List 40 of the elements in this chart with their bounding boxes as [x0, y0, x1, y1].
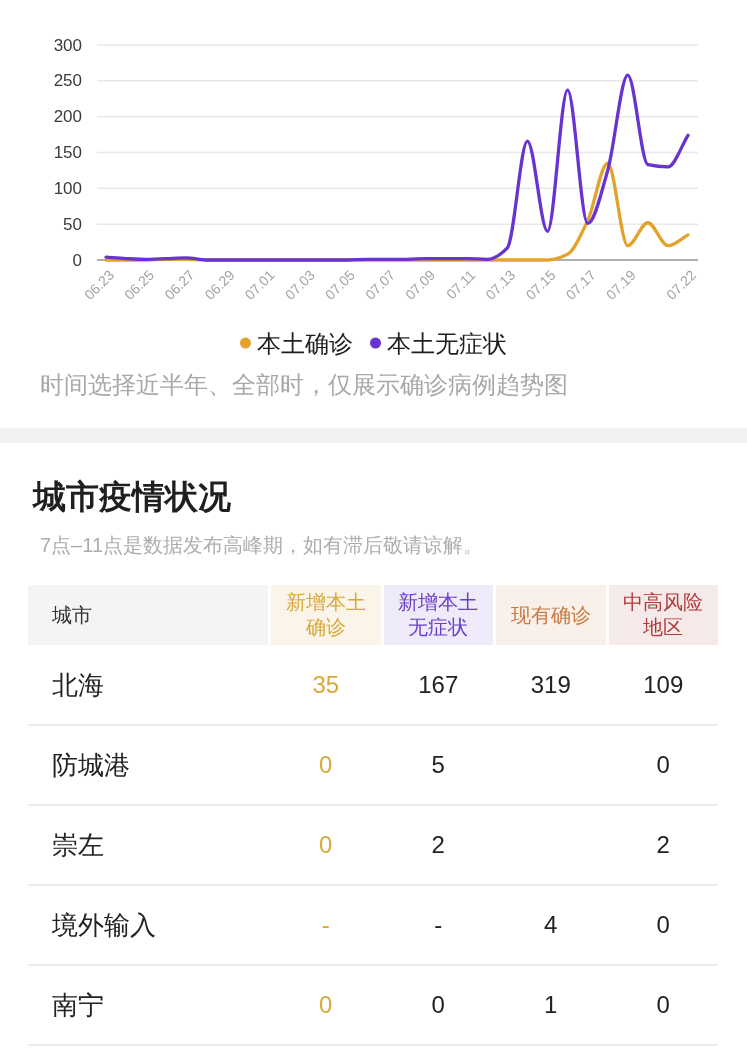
legend-label: 本土无症状 — [387, 329, 507, 357]
category-label: 南宁 — [52, 988, 104, 1022]
data-label: 4 — [543, 910, 559, 940]
data-label: 0 — [318, 830, 334, 860]
text: 城市疫情状况 — [33, 478, 231, 516]
ytick: 250 — [53, 71, 82, 91]
data-label: 0 — [318, 990, 334, 1020]
data-label: 0 — [655, 990, 671, 1020]
text: 城市 — [28, 585, 268, 645]
category-label: 北海 — [52, 668, 104, 702]
category-label: 境外输入 — [52, 908, 156, 942]
legend-label: 中高风险地区 — [608, 585, 718, 645]
data-label: 2 — [430, 830, 446, 860]
data-label: 0 — [655, 750, 671, 780]
ytick: 300 — [53, 35, 82, 55]
data-label: 0 — [318, 750, 334, 780]
ytick: 100 — [53, 178, 82, 198]
data-label: 319 — [529, 670, 572, 700]
legend-label: 本土确诊 — [257, 329, 353, 357]
category-label: 崇左 — [52, 828, 104, 862]
data-label: - — [433, 910, 444, 940]
ytick: 0 — [72, 250, 82, 270]
ytick: 50 — [63, 214, 82, 234]
category-label: 防城港 — [52, 748, 130, 782]
note: 时间选择近半年、全部时，仅展示确诊病例趋势图 — [40, 370, 568, 398]
data-label: 5 — [430, 750, 446, 780]
ytick: 200 — [53, 107, 82, 127]
ytick: 150 — [53, 143, 82, 162]
legend-label: 新增本土无症状 — [383, 585, 493, 645]
data-label: - — [320, 910, 331, 940]
data-label: 0 — [430, 990, 446, 1020]
legend-label: 新增本土确诊 — [271, 585, 381, 645]
data-label: 109 — [642, 670, 685, 700]
legend-label: 现有确诊 — [496, 585, 606, 645]
data-label: 35 — [311, 670, 341, 700]
data-label: 0 — [655, 910, 671, 940]
text: 7点–11点是数据发布高峰期，如有滞后敬请谅解。 — [40, 533, 484, 558]
data-label: 167 — [417, 670, 460, 700]
data-label: 2 — [655, 830, 671, 860]
data-label: 1 — [543, 990, 559, 1020]
